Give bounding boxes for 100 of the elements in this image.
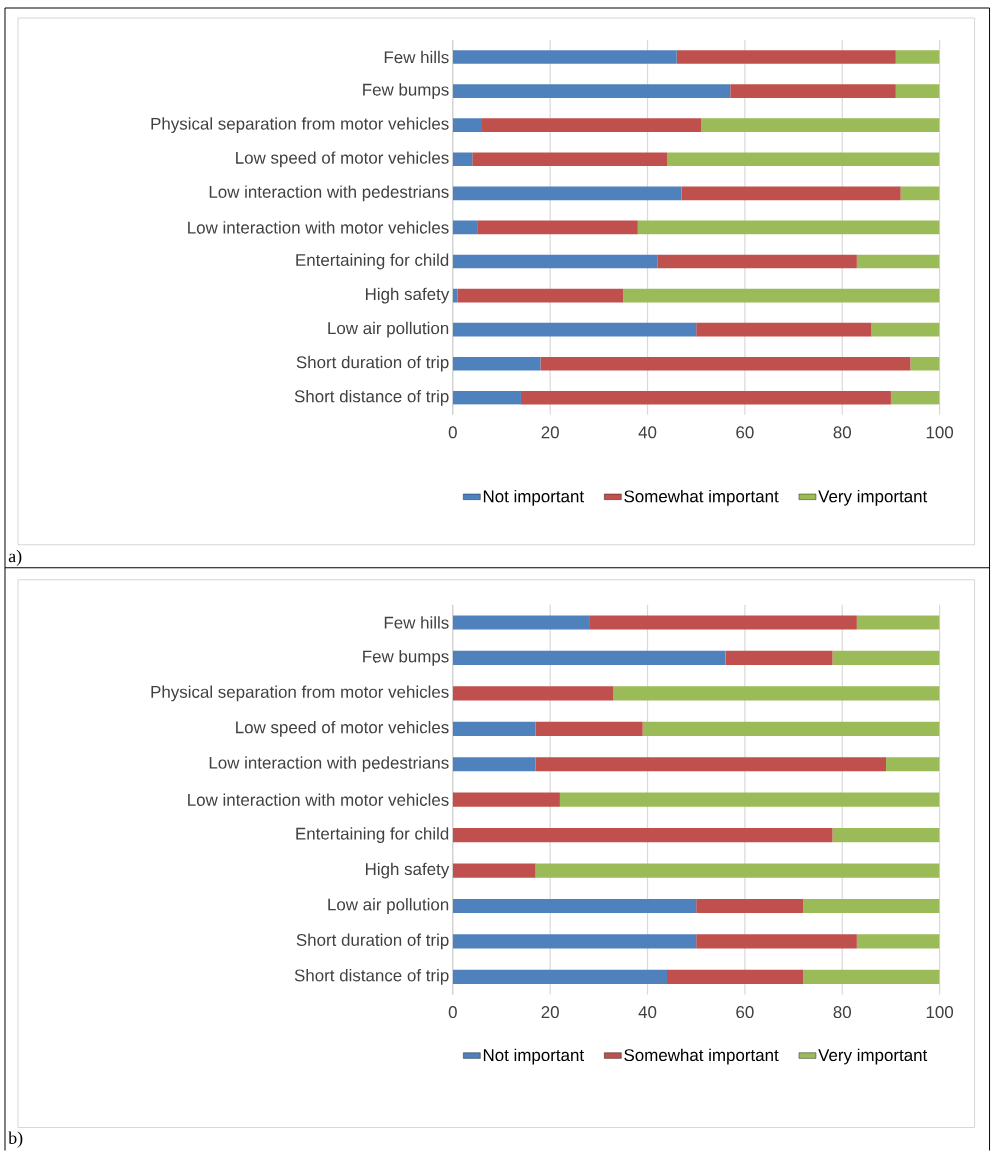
bar [453,84,731,98]
bar [535,757,887,772]
bar [453,969,668,984]
bar [453,186,682,201]
x-tick-label: 0 [448,1006,458,1019]
bar [696,898,804,914]
text: b) [8,1131,23,1148]
legend-label: Very important [818,1048,928,1065]
bar [453,220,478,235]
bar [803,969,940,984]
bar [676,50,897,64]
y-tick-label: Low interaction with motor vehicles [188,793,449,806]
bar [457,288,624,303]
bar [453,792,561,807]
bar [453,390,522,405]
legend-label: Very important [818,489,928,506]
y-tick-label: Few hills [385,50,449,64]
bar [453,828,833,843]
y-tick-label: Few hills [385,616,449,629]
bar [832,650,940,665]
bar [803,898,940,914]
bar [453,650,726,665]
x-tick-label: 0 [448,426,458,439]
bar [871,322,940,337]
legend-label: Not important [484,1048,585,1065]
bar [910,356,940,371]
x-tick-label: 100 [927,426,954,439]
bar [667,152,940,167]
y-tick-label: Low speed of motor vehicles [236,720,449,737]
bar [453,934,697,949]
bar [896,84,940,98]
x-tick-label: 40 [638,426,657,439]
bar [730,84,897,98]
y-tick-label: Low speed of motor vehicles [236,151,449,168]
bar [453,757,536,772]
bar [453,50,677,64]
bar [725,650,833,665]
bar [886,757,940,772]
bar [832,828,940,843]
x-tick-label: 60 [736,426,754,439]
bar [613,686,940,701]
y-tick-label: Low air pollution [328,321,449,338]
bar [667,969,804,984]
bar [453,356,541,371]
legend-label: Somewhat important [624,489,779,506]
y-tick-label: Low interaction with pedestrians [209,756,449,773]
y-tick-label: Few bumps [363,83,449,99]
bar [638,220,940,235]
y-tick-label: Physical separation from motor vehicles [151,685,449,702]
bar [900,186,940,201]
bar [521,390,892,405]
y-tick-label: Short duration of trip [296,355,449,372]
bar [453,863,536,878]
bar [681,186,901,201]
y-tick-label: Low interaction with pedestrians [209,185,449,202]
bar [453,152,473,167]
legend-label: Not important [484,489,585,506]
bar [589,615,858,630]
bar [891,390,940,405]
bar [696,322,872,337]
x-tick-label: 40 [638,1006,657,1019]
bar [857,615,940,630]
bar [477,220,639,235]
bar [453,118,483,132]
x-tick-label: 80 [833,1006,852,1019]
bar [540,356,911,371]
bar [560,792,940,807]
x-tick-label: 20 [541,1006,560,1019]
bar [472,152,668,167]
bar [857,934,940,949]
y-tick-label: Few bumps [363,650,449,666]
bar [453,322,697,337]
y-tick-label: High safety [366,862,450,879]
y-tick-label: Short duration of trip [296,933,449,950]
bar [453,615,590,630]
x-tick-label: 100 [927,1006,954,1019]
bar [857,254,940,269]
x-tick-label: 80 [833,426,852,439]
x-tick-label: 20 [541,426,560,439]
y-tick-label: Low interaction with motor vehicles [188,221,449,234]
bar [696,934,858,949]
bar [896,50,940,64]
bar [623,288,940,303]
y-tick-label: Low air pollution [328,898,449,914]
text: a) [9,549,22,566]
bar [535,721,643,736]
x-tick-label: 60 [736,1006,754,1019]
y-tick-label: Physical separation from motor vehicles [151,117,449,134]
bar [453,254,658,269]
bar [453,288,458,303]
bar [453,686,614,701]
y-tick-label: High safety [366,287,450,304]
bar [657,254,858,269]
bar [453,898,697,914]
y-tick-label: Entertaining for child [296,827,449,843]
bar [482,118,702,132]
y-tick-label: Short distance of trip [295,968,449,985]
bar [642,721,940,736]
bar [701,118,940,132]
legend-label: Somewhat important [624,1048,779,1065]
